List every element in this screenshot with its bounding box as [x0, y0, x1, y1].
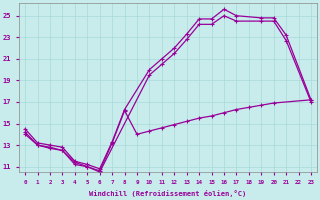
X-axis label: Windchill (Refroidissement éolien,°C): Windchill (Refroidissement éolien,°C) — [90, 190, 247, 197]
